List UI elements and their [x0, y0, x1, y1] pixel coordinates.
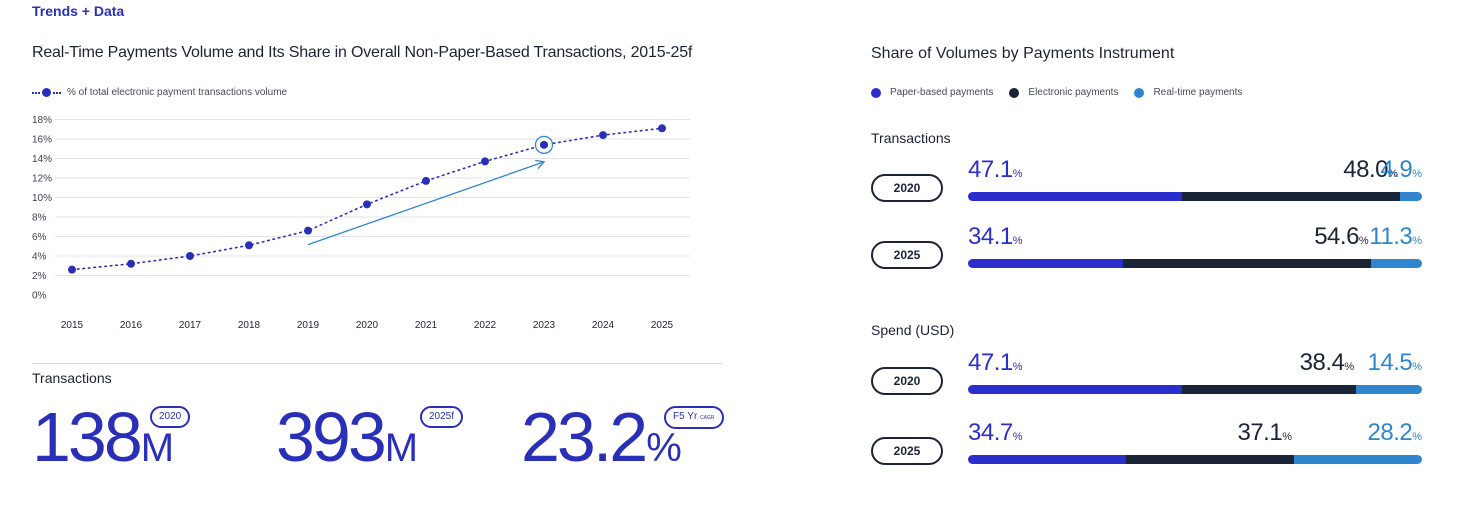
y-tick-label: 0%	[32, 291, 47, 302]
y-tick-label: 8%	[32, 213, 47, 224]
data-point	[422, 176, 430, 185]
legend-swatch-icon	[1134, 87, 1145, 98]
x-tick-label: 2016	[120, 320, 143, 331]
trend-arrowhead-icon	[535, 159, 546, 169]
divider	[32, 363, 722, 364]
legend-item-realtime: Real-time payments	[1134, 87, 1242, 98]
y-tick-label: 2%	[32, 271, 47, 282]
kpi-badge: F5 Yr CAGR	[664, 406, 724, 429]
x-tick-label: 2020	[356, 320, 379, 331]
y-tick-label: 12%	[32, 174, 52, 185]
line-chart-title: Real-Time Payments Volume and Its Share …	[32, 44, 693, 61]
bar-segment-paper	[968, 455, 1126, 464]
kpi-volume-2025: 393 M 2025f	[276, 398, 464, 487]
kpi-unit: %	[646, 426, 682, 470]
y-tick-label: 14%	[32, 154, 52, 165]
x-tick-label: 2017	[179, 320, 202, 331]
x-tick-label: 2025	[651, 320, 674, 331]
kpi-unit: M	[384, 426, 419, 470]
legend-label: % of total electronic payment transactio…	[67, 87, 288, 98]
bar-segment-realtime	[1293, 455, 1422, 464]
bar-segment-electronic	[1122, 259, 1371, 268]
section-label-spend: Spend (USD)	[871, 322, 955, 338]
data-point	[127, 259, 135, 268]
bar-segment-paper	[968, 259, 1123, 268]
year-badge: 2025	[871, 437, 943, 465]
legend-swatch-icon	[871, 87, 881, 98]
line-chart: 0% 2% 4% 6% 8% 10% 12% 14% 16% 18% 2015 2016 2017 201…	[32, 115, 690, 331]
year-badge: 2020	[871, 367, 943, 395]
kpi-badge: 2020	[150, 406, 191, 428]
data-point	[481, 157, 489, 166]
data-point	[186, 252, 194, 260]
stacked-bar	[968, 192, 1422, 201]
bar-chart-title: Share of Volumes by Payments Instrument	[871, 45, 1175, 62]
legend-swatch-icon	[1009, 87, 1020, 98]
y-tick-label: 18%	[32, 115, 52, 126]
y-tick-label: 6%	[32, 232, 47, 243]
bar-segment-paper	[968, 192, 1182, 201]
stacked-bar	[968, 259, 1422, 268]
electronic-percent-label: 54.6%	[1314, 223, 1369, 250]
y-tick-label: 16%	[32, 135, 52, 146]
legend-dotted-marker-icon	[32, 88, 61, 97]
year-badge: 2020	[871, 174, 943, 202]
bar-chart-legend: Paper-based payments Electronic payments…	[871, 87, 1258, 98]
y-tick-label: 4%	[32, 252, 47, 263]
legend-item-paper: Paper-based payments	[871, 87, 993, 98]
bar-segment-realtime	[1399, 192, 1422, 201]
data-point	[658, 124, 666, 133]
kpi-unit: M	[140, 426, 175, 470]
data-point	[245, 241, 253, 250]
bar-segment-paper	[968, 385, 1182, 394]
x-tick-label: 2023	[533, 320, 556, 331]
series-line	[71, 127, 663, 271]
legend-item-electronic: Electronic payments	[1009, 87, 1118, 98]
paper-percent-label: 47.1%	[968, 349, 1023, 376]
electronic-percent-label: 37.1%	[1237, 419, 1292, 446]
stacked-bar	[968, 385, 1422, 394]
bar-segment-realtime	[1356, 385, 1422, 394]
bar-segment-electronic	[1125, 455, 1294, 464]
paper-percent-label: 47.1%	[968, 156, 1023, 183]
data-point	[540, 140, 548, 149]
transactions-label: Transactions	[32, 370, 112, 386]
realtime-percent-label: 4.9%	[1380, 156, 1422, 183]
electronic-percent-label: 48.0%	[1343, 156, 1398, 183]
kpi-value: 393	[276, 398, 387, 476]
kpi-volume-2020: 138 M 2020	[32, 398, 191, 487]
section-header: Trends + Data	[32, 3, 125, 19]
realtime-percent-label: 11.3%	[1369, 223, 1422, 250]
line-chart-legend: % of total electronic payment transactio…	[32, 87, 287, 98]
paper-percent-label: 34.7%	[968, 419, 1023, 446]
realtime-percent-label: 14.5%	[1367, 349, 1423, 376]
paper-percent-label: 34.1%	[968, 223, 1023, 250]
stacked-bar	[968, 455, 1422, 464]
x-tick-label: 2022	[474, 320, 497, 331]
data-point	[304, 226, 312, 235]
bar-segment-realtime	[1370, 259, 1422, 268]
x-tick-label: 2018	[238, 320, 261, 331]
y-tick-label: 10%	[32, 193, 52, 204]
x-tick-label: 2021	[415, 320, 438, 331]
trend-arrow	[307, 161, 545, 246]
x-tick-label: 2024	[592, 320, 615, 331]
data-point	[363, 200, 371, 209]
section-label-transactions: Transactions	[871, 130, 951, 146]
data-point	[68, 265, 76, 274]
realtime-percent-label: 28.2%	[1367, 419, 1423, 446]
year-badge: 2025	[871, 241, 943, 269]
kpi-value: 138	[32, 398, 143, 476]
kpi-badge: 2025f	[420, 406, 464, 428]
bar-segment-electronic	[1181, 192, 1400, 201]
kpi-value: 23.2	[521, 398, 648, 476]
kpi-cagr: 23.2% F5 Yr CAGR	[521, 398, 724, 487]
data-point	[599, 131, 607, 140]
x-tick-label: 2019	[297, 320, 320, 331]
x-tick-label: 2015	[61, 320, 84, 331]
electronic-percent-label: 38.4%	[1299, 349, 1355, 376]
bar-segment-electronic	[1181, 385, 1357, 394]
